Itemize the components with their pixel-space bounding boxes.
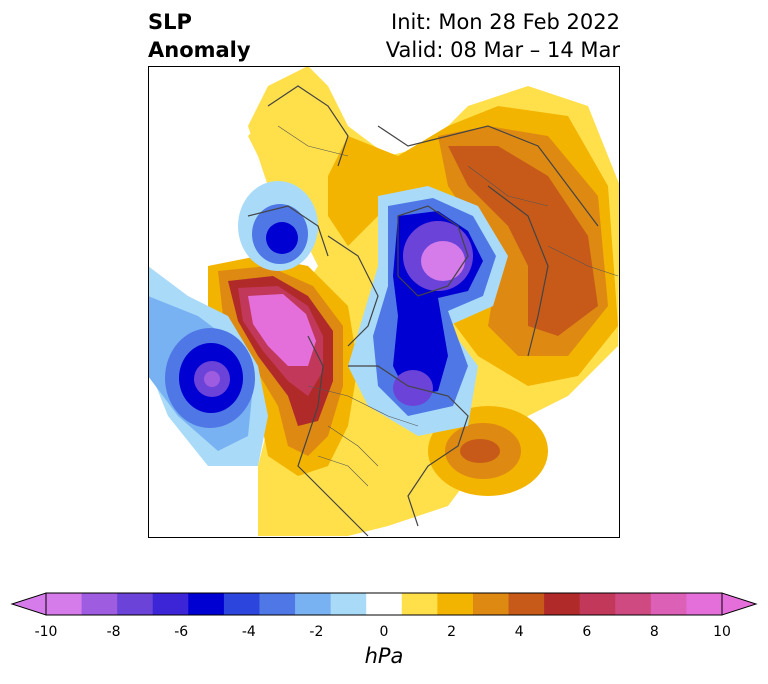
colorbar-segment <box>615 593 652 615</box>
coastlines <box>247 85 599 537</box>
colorbar-tick-label: -8 <box>106 624 121 640</box>
colorbar-segment <box>81 593 118 615</box>
colorbar-segment <box>46 593 83 615</box>
colorbar-tick-labels: -10 -8 -6 -4 -2 0 2 4 6 8 10 <box>0 624 768 644</box>
colorbar-tick-label: 6 <box>582 624 592 640</box>
colorbar-segment <box>579 593 616 615</box>
colorbar-segment <box>366 593 403 615</box>
colorbar-segment <box>259 593 296 615</box>
colorbar-tick-label: 2 <box>447 624 457 640</box>
colorbar-tick-label: -4 <box>241 624 256 640</box>
colorbar-segment <box>686 593 723 615</box>
valid-date-label: Valid: 08 Mar – 14 Mar <box>385 38 620 62</box>
colorbar-segment <box>152 593 189 615</box>
pacific-ridge <box>208 256 358 476</box>
colorbar-segment <box>117 593 154 615</box>
colorbar-tick-label: -6 <box>174 624 189 640</box>
title-line-anomaly: Anomaly <box>148 38 251 62</box>
colorbar-segment <box>330 593 367 615</box>
title-line-slp: SLP <box>148 10 192 34</box>
colorbar-min-extension <box>10 592 47 616</box>
colorbar-segment <box>650 593 687 615</box>
colorbar-segment <box>544 593 581 615</box>
colorbar-frame <box>45 592 723 616</box>
colorbar-tick-label: -2 <box>309 624 324 640</box>
anomaly-map <box>148 66 620 538</box>
negative-anomaly-regions <box>148 181 508 466</box>
borders <box>277 125 619 487</box>
colorbar-segment <box>223 593 260 615</box>
colorbar-segment <box>295 593 332 615</box>
colorbar-tick-label: 8 <box>649 624 659 640</box>
colorbar-tick-label: 0 <box>379 624 389 640</box>
date-info: Init: Mon 28 Feb 2022 Valid: 08 Mar – 14… <box>386 8 620 64</box>
colorbar-tick-label: 10 <box>713 624 731 640</box>
colorbar-segment <box>188 593 225 615</box>
chart-title: SLP Anomaly <box>148 8 251 64</box>
colorbar-tick-label: 4 <box>514 624 524 640</box>
map-border <box>148 66 620 538</box>
colorbar-segment <box>401 593 438 615</box>
init-date-label: Init: Mon 28 Feb 2022 <box>391 10 620 34</box>
colorbar <box>10 592 758 616</box>
colorbar-segment <box>437 593 474 615</box>
colorbar-max-extension <box>721 592 758 616</box>
colorbar-segment <box>508 593 545 615</box>
colorbar-tick-label: -10 <box>34 624 58 640</box>
colorbar-segment <box>472 593 510 615</box>
colorbar-unit-label: hPa <box>364 644 404 668</box>
